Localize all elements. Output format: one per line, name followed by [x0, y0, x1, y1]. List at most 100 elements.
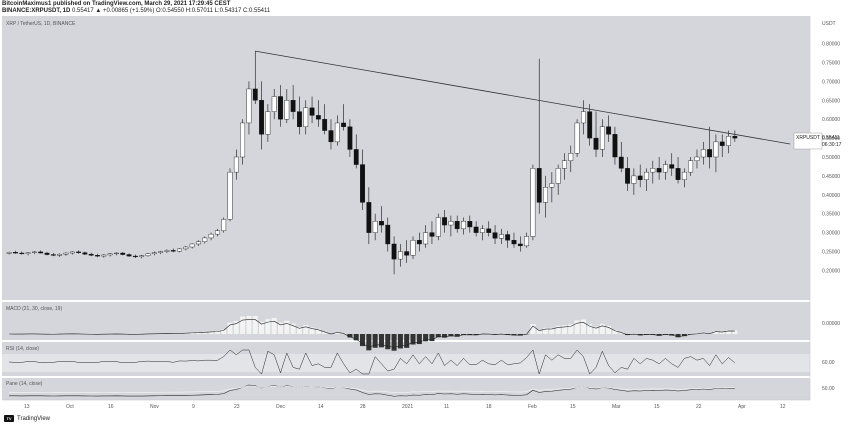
- candle-body: [379, 221, 384, 226]
- time-tick: 23: [234, 404, 240, 410]
- macd-histogram-bar: [277, 322, 284, 334]
- time-tick: 28: [360, 404, 366, 410]
- price-axis[interactable]: 0.80000 0.75000 0.70000 0.65000 0.60000 0.550…: [822, 42, 840, 275]
- macd-histogram-bar: [580, 319, 586, 334]
- macd-histogram-bar: [618, 332, 624, 334]
- time-tick: Oct: [66, 404, 74, 410]
- candle-body: [126, 254, 132, 257]
- candle-body: [315, 115, 321, 120]
- macd-pane[interactable]: [2, 302, 810, 340]
- candle-body: [404, 251, 410, 256]
- macd-histogram-bar: [189, 332, 195, 334]
- rsi-axis-tick: 60.00: [822, 360, 835, 366]
- candle-body: [599, 126, 605, 150]
- macd-histogram-bar: [303, 325, 309, 334]
- macd-histogram-bar: [252, 316, 258, 334]
- macd-histogram-bar: [233, 320, 239, 334]
- macd-histogram-bar: [454, 334, 460, 337]
- signal-line: [9, 385, 735, 393]
- macd-histogram-bar: [284, 320, 290, 334]
- candle-body: [448, 221, 454, 226]
- macd-histogram-bar: [360, 334, 366, 347]
- macd-histogram-bar: [732, 330, 738, 334]
- candle-body: [713, 141, 719, 158]
- candle-body: [271, 96, 277, 112]
- macd-histogram-bar: [214, 331, 220, 334]
- rsi-line: [9, 349, 736, 375]
- time-tick: 9: [192, 404, 195, 410]
- price-chart-svg[interactable]: XRP / TetherUS, 1D, BINANCE MACD (21, 30…: [0, 16, 850, 412]
- candle-body: [341, 122, 347, 127]
- time-tick: Feb: [528, 404, 537, 410]
- macd-histogram-bar: [208, 331, 214, 334]
- time-tick: 15: [654, 404, 660, 410]
- macd-histogram-bar: [296, 326, 302, 334]
- price-tick: 0.20000: [822, 268, 840, 274]
- candle-body: [227, 171, 233, 220]
- candle-body: [372, 221, 378, 233]
- descending-trendline[interactable]: [255, 50, 791, 145]
- time-tick: 2021: [402, 404, 413, 410]
- macd-histogram-bar: [675, 334, 681, 338]
- price-tick: 0.40000: [822, 193, 840, 199]
- third-pane[interactable]: [2, 378, 810, 400]
- candle-body: [480, 228, 485, 233]
- macd-histogram-bar: [517, 334, 523, 336]
- candle-body: [473, 226, 479, 233]
- macd-histogram-bar: [416, 334, 422, 345]
- candle-body: [625, 168, 630, 184]
- candle-body: [429, 232, 435, 237]
- time-tick: 11: [444, 404, 449, 410]
- candle-body: [492, 232, 498, 239]
- candle-body: [656, 168, 662, 173]
- price-tick: 0.60000: [822, 117, 840, 123]
- candle-body: [284, 100, 290, 120]
- third-axis-tick: 50.00: [822, 386, 835, 392]
- macd-histogram-bar: [593, 326, 599, 334]
- macd-histogram-bar: [240, 316, 246, 334]
- price-tick: 0.45000: [822, 174, 840, 180]
- candle-body: [57, 253, 63, 256]
- candle-body: [644, 171, 649, 180]
- candle-body: [259, 100, 264, 135]
- price-tick: 0.70000: [822, 79, 840, 85]
- time-tick: 22: [696, 404, 702, 410]
- candle-body: [574, 122, 580, 154]
- candle-body: [88, 253, 94, 256]
- macd-indicator: [9, 316, 738, 351]
- candle-body: [726, 136, 731, 146]
- macd-histogram-bar: [246, 316, 252, 334]
- macd-histogram-bar: [372, 334, 378, 348]
- candle-body: [151, 252, 157, 254]
- symbol-quote-line: BINANCE:XRPUSDT, 1D 0.55417 ▲ +0.00865 (…: [2, 8, 270, 14]
- macd-histogram-bar: [404, 334, 410, 348]
- footer[interactable]: TV TradingView: [4, 415, 50, 422]
- candle-body: [511, 239, 517, 245]
- macd-histogram-bar: [555, 325, 561, 334]
- chart-area[interactable]: XRP / TetherUS, 1D, BINANCE MACD (21, 30…: [0, 16, 850, 412]
- macd-histogram-bar: [410, 334, 416, 345]
- candle-body: [543, 187, 548, 203]
- price-tick: 0.30000: [822, 231, 840, 237]
- macd-histogram-bar: [397, 334, 403, 349]
- candle-body: [360, 164, 365, 203]
- macd-histogram-bar: [227, 322, 233, 334]
- time-axis[interactable]: 13 Oct 16 Nov 9 23 Dec 14 28 2021 11 18 Feb 15 Mar 15 22…: [24, 404, 786, 410]
- candle-body: [63, 252, 69, 255]
- macd-histogram-bar: [435, 334, 441, 338]
- candle-body: [587, 111, 593, 139]
- main-pane[interactable]: [2, 16, 810, 300]
- macd-histogram-bar: [467, 334, 473, 336]
- macd-legend: MACD (21, 30, close, 19): [6, 306, 62, 312]
- candle-body: [505, 234, 511, 241]
- candle-body: [164, 250, 170, 252]
- candle-body: [233, 156, 239, 173]
- candle-body: [631, 175, 637, 184]
- time-tick: Mar: [612, 404, 621, 410]
- macd-line: [9, 319, 735, 348]
- candle-body: [44, 252, 50, 255]
- candle-body: [549, 183, 555, 188]
- macd-histogram-bar: [549, 327, 555, 334]
- candle-body: [606, 126, 612, 135]
- price-tick: 0.35000: [822, 212, 840, 218]
